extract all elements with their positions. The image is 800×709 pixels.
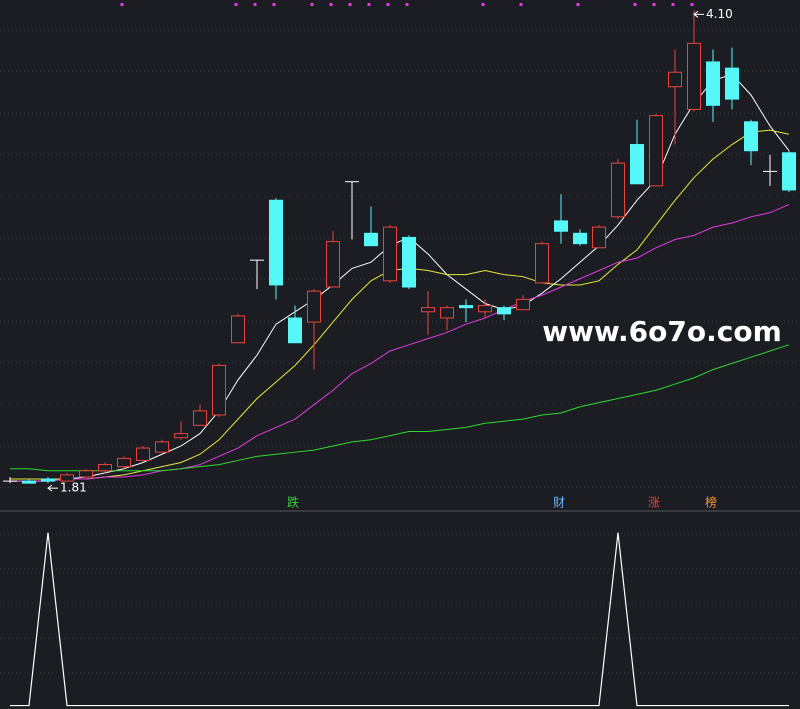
signal-dot bbox=[253, 3, 257, 6]
candle-body bbox=[22, 480, 36, 484]
candle-body bbox=[174, 433, 188, 439]
candle-body bbox=[117, 457, 131, 468]
candle-body bbox=[212, 364, 226, 416]
candle-body bbox=[706, 61, 720, 106]
candle-body bbox=[41, 478, 55, 482]
watermark: www.6o7o.com bbox=[542, 315, 782, 348]
candle-body bbox=[383, 226, 397, 282]
indicator-line bbox=[10, 532, 789, 707]
candle-body bbox=[98, 464, 112, 472]
candle-body bbox=[269, 199, 283, 286]
signal-label: 榜 bbox=[705, 495, 717, 510]
signal-dot bbox=[633, 3, 637, 6]
signal-dot bbox=[405, 3, 409, 6]
candle-body bbox=[592, 226, 606, 249]
candle-body bbox=[516, 298, 530, 311]
candle-body bbox=[136, 447, 150, 461]
candle-body bbox=[440, 307, 454, 319]
moving-average-line bbox=[10, 203, 790, 482]
candle-body bbox=[231, 315, 245, 344]
candle-body bbox=[687, 42, 701, 110]
grid bbox=[0, 29, 800, 673]
signal-dot bbox=[386, 3, 390, 6]
candle-body bbox=[421, 307, 435, 313]
annotation-arrowhead bbox=[47, 484, 53, 492]
candle-body bbox=[554, 220, 568, 232]
signal-dot bbox=[310, 3, 314, 6]
candle-body bbox=[782, 152, 796, 191]
signal-dot bbox=[329, 3, 333, 6]
candle-body bbox=[611, 162, 625, 218]
candle-body bbox=[668, 71, 682, 88]
candle-body bbox=[497, 307, 511, 315]
signal-dot bbox=[367, 3, 371, 6]
candle-body bbox=[288, 317, 302, 344]
annotation-arrowhead bbox=[693, 10, 699, 18]
candle-body bbox=[630, 144, 644, 185]
candle-body bbox=[326, 241, 340, 288]
signal-dot bbox=[120, 3, 124, 6]
candle-body bbox=[744, 121, 758, 152]
moving-average-line bbox=[10, 344, 790, 472]
annotation-label: 4.10 bbox=[706, 7, 733, 21]
candle-body bbox=[459, 305, 473, 309]
moving-average-line bbox=[10, 129, 790, 480]
signal-label: 财 bbox=[553, 496, 565, 510]
candle-body bbox=[535, 243, 549, 284]
candle-body bbox=[478, 305, 492, 313]
signal-dot bbox=[671, 3, 675, 6]
signal-dot bbox=[348, 3, 352, 6]
signal-dot bbox=[481, 3, 485, 6]
candle-body bbox=[649, 115, 663, 187]
signal-dot bbox=[690, 3, 694, 6]
candle-body bbox=[193, 410, 207, 426]
annotation-label: 1.81 bbox=[60, 481, 87, 495]
signal-dot bbox=[234, 3, 238, 6]
signal-dot bbox=[272, 3, 276, 6]
signal-dot bbox=[519, 3, 523, 6]
candle-body bbox=[725, 67, 739, 100]
candle-body bbox=[155, 441, 169, 453]
candle-body bbox=[364, 232, 378, 247]
candle-body bbox=[79, 470, 93, 478]
candle-body bbox=[573, 232, 587, 245]
signal-dot bbox=[576, 3, 580, 6]
signal-label: 跌 bbox=[287, 495, 299, 510]
candle-body bbox=[307, 290, 321, 323]
candle-body bbox=[60, 474, 74, 482]
signal-label: 涨 bbox=[648, 495, 660, 510]
candle-body bbox=[402, 236, 416, 288]
signal-dot bbox=[652, 3, 656, 6]
